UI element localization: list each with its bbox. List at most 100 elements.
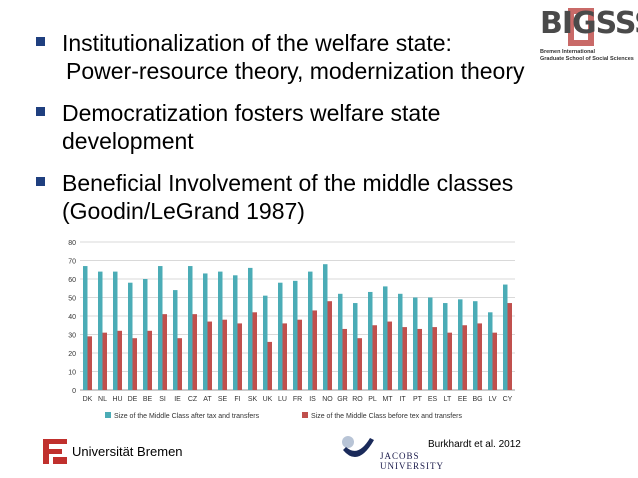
x-tick-label: PT bbox=[413, 396, 423, 403]
bigsss-logo-sub-2: Graduate School of Social Sciences bbox=[540, 56, 634, 62]
x-tick-label: FI bbox=[234, 396, 240, 403]
x-tick-label: BG bbox=[472, 396, 482, 403]
bar-after-tax bbox=[233, 275, 238, 390]
y-tick-label: 40 bbox=[68, 314, 76, 321]
bar-before-tax bbox=[327, 301, 332, 390]
bar-after-tax bbox=[398, 293, 403, 390]
x-tick-label: MT bbox=[382, 396, 393, 403]
x-tick-label: IT bbox=[399, 396, 406, 403]
bar-before-tax bbox=[372, 325, 377, 390]
bar-after-tax bbox=[353, 303, 358, 390]
bar-after-tax bbox=[338, 293, 343, 390]
y-tick-label: 10 bbox=[68, 370, 76, 377]
bar-before-tax bbox=[192, 314, 197, 390]
bar-before-tax bbox=[207, 321, 212, 390]
bar-after-tax bbox=[503, 284, 508, 390]
bullet-3-line-2: (Goodin/LeGrand 1987) bbox=[62, 198, 305, 224]
bar-after-tax bbox=[188, 266, 193, 390]
x-tick-label: NO bbox=[322, 396, 333, 403]
bullet-1-line-2: Power-resource theory, modernization the… bbox=[66, 58, 525, 84]
bar-before-tax bbox=[477, 323, 482, 390]
bar-after-tax bbox=[263, 295, 268, 390]
bar-after-tax bbox=[443, 303, 448, 390]
jacobs-logo-line-2: UNIVERSITY bbox=[380, 461, 444, 471]
uni-bremen-logo-icon bbox=[43, 439, 67, 464]
bar-before-tax bbox=[87, 336, 92, 390]
bar-after-tax bbox=[458, 299, 463, 390]
bar-before-tax bbox=[492, 332, 497, 390]
x-tick-label: CY bbox=[503, 396, 513, 403]
x-tick-label: SK bbox=[248, 396, 258, 403]
middle-class-chart: 0 10 20 30 40 50 60 70 80 DK NL HU DE BE SI IE CZ AT SE FI S… bbox=[68, 240, 515, 420]
bigsss-logo-shape bbox=[568, 8, 594, 46]
x-tick-label: LV bbox=[488, 396, 496, 403]
y-tick-label: 50 bbox=[68, 296, 76, 303]
x-tick-label: CZ bbox=[188, 396, 198, 403]
jacobs-logo-line-1: JACOBS bbox=[380, 451, 420, 461]
bar-after-tax bbox=[293, 280, 298, 390]
y-tick-label: 70 bbox=[68, 259, 76, 266]
legend-label: Size of the Middle Class after tax and t… bbox=[114, 413, 260, 420]
y-tick-label: 60 bbox=[68, 277, 76, 284]
bar-before-tax bbox=[162, 314, 167, 390]
legend-swatch bbox=[302, 412, 308, 418]
bar-before-tax bbox=[507, 303, 512, 390]
bar-after-tax bbox=[83, 266, 88, 390]
bigsss-logo-sub-1: Bremen International bbox=[540, 49, 596, 55]
bar-before-tax bbox=[462, 325, 467, 390]
x-tick-label: IE bbox=[174, 396, 181, 403]
bullet-2-line-1: Democratization fosters welfare state bbox=[62, 100, 441, 126]
bar-after-tax bbox=[173, 290, 178, 390]
bar-before-tax bbox=[222, 319, 227, 390]
x-tick-label: SE bbox=[218, 396, 228, 403]
bar-before-tax bbox=[252, 312, 257, 390]
x-tick-label: PL bbox=[368, 396, 377, 403]
bar-after-tax bbox=[113, 271, 118, 390]
x-tick-label: HU bbox=[112, 396, 122, 403]
bullet-3-line-1: Beneficial Involvement of the middle cla… bbox=[62, 170, 514, 196]
legend-label: Size of the Middle Class before tex and … bbox=[311, 413, 462, 420]
bar-before-tax bbox=[312, 310, 317, 390]
x-tick-label: LT bbox=[444, 396, 452, 403]
bullet-marker-1 bbox=[36, 37, 45, 46]
legend-swatch bbox=[105, 412, 111, 418]
bigsss-logo: BIGSSS Bremen International Graduate Sch… bbox=[528, 6, 638, 70]
y-tick-label: 30 bbox=[68, 333, 76, 340]
bar-after-tax bbox=[383, 286, 388, 390]
bar-after-tax bbox=[218, 271, 223, 390]
x-tick-label: AT bbox=[203, 396, 212, 403]
bar-before-tax bbox=[342, 328, 347, 390]
bar-after-tax bbox=[203, 273, 208, 390]
x-tick-label: BE bbox=[143, 396, 153, 403]
jacobs-logo-icon bbox=[342, 436, 374, 458]
bullet-marker-3 bbox=[36, 177, 45, 186]
x-tick-label: UK bbox=[263, 396, 273, 403]
y-tick-label: 0 bbox=[72, 388, 76, 395]
x-tick-label: DE bbox=[128, 396, 138, 403]
bar-after-tax bbox=[488, 312, 493, 390]
bar-before-tax bbox=[117, 330, 122, 390]
bar-after-tax bbox=[428, 297, 433, 390]
citation: Burkhardt et al. 2012 bbox=[428, 439, 521, 450]
x-tick-label: RO bbox=[352, 396, 363, 403]
x-tick-label: NL bbox=[98, 396, 107, 403]
y-tick-label: 20 bbox=[68, 351, 76, 358]
bar-after-tax bbox=[248, 267, 253, 390]
x-tick-label: SI bbox=[159, 396, 166, 403]
x-tick-label: GR bbox=[337, 396, 348, 403]
bar-after-tax bbox=[308, 271, 313, 390]
x-tick-label: FR bbox=[293, 396, 302, 403]
bar-before-tax bbox=[297, 319, 302, 390]
bar-before-tax bbox=[237, 323, 242, 390]
bar-before-tax bbox=[147, 330, 152, 390]
bar-before-tax bbox=[267, 341, 272, 390]
bar-after-tax bbox=[473, 301, 478, 390]
bar-after-tax bbox=[368, 291, 373, 390]
bar-after-tax bbox=[278, 282, 283, 390]
bigsss-logo-word: BIGSSS bbox=[540, 6, 638, 41]
bar-before-tax bbox=[102, 332, 107, 390]
bar-before-tax bbox=[447, 332, 452, 390]
bullet-2-line-2: development bbox=[62, 128, 194, 154]
bar-after-tax bbox=[158, 266, 163, 390]
